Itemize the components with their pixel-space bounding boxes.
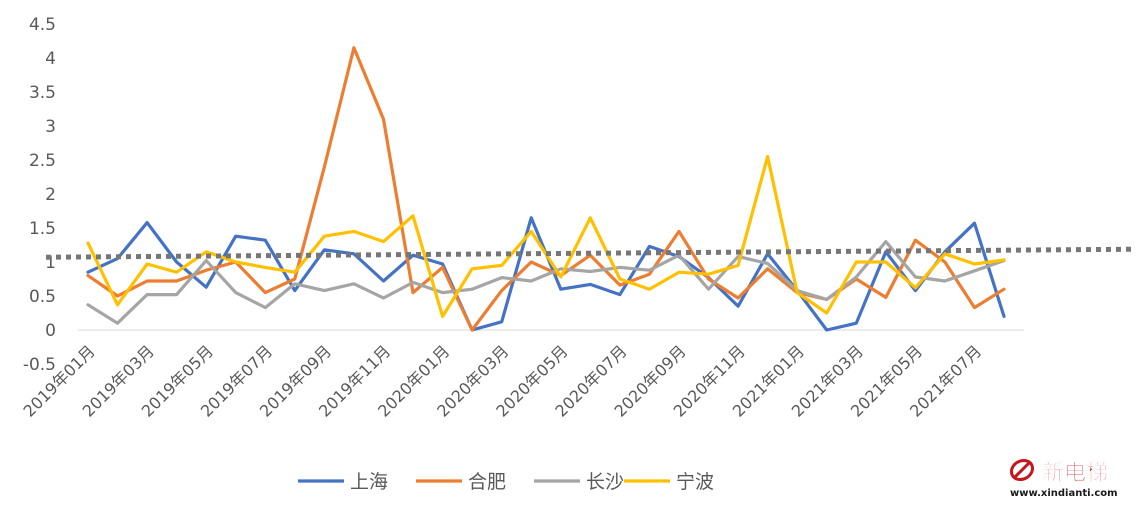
series-line: [86, 46, 1006, 332]
y-tick-label: 2: [45, 185, 56, 205]
legend-item[interactable]: 上海: [298, 471, 388, 493]
legend[interactable]: 上海 合肥 长沙 宁波: [298, 471, 714, 493]
y-tick-label: 2.5: [29, 151, 56, 171]
legend-item[interactable]: 合肥: [416, 471, 506, 493]
y-tick-label: 3.5: [29, 83, 56, 103]
watermark-logo-text: 新电梯: [1042, 460, 1108, 486]
legend-item[interactable]: 长沙: [534, 471, 624, 493]
logo-mark-icon: [1009, 458, 1035, 482]
reference-line: [45, 246, 1135, 260]
legend-label: 合肥: [468, 471, 506, 493]
legend-label: 上海: [350, 471, 388, 493]
x-axis-ticks: 2019年01月2019年03月2019年05月2019年07月2019年09月…: [20, 341, 986, 420]
watermark-logo: 新电梯 www.xindianti.com: [1009, 458, 1118, 499]
y-tick-label: 4: [45, 49, 56, 69]
watermark-url: www.xindianti.com: [1010, 488, 1118, 499]
legend-label: 长沙: [586, 471, 624, 493]
legend-label: 宁波: [676, 471, 714, 493]
y-tick-label: 0: [45, 321, 56, 341]
y-tick-label: -0.5: [23, 355, 56, 375]
series-lines: [86, 46, 1006, 332]
y-tick-label: 1: [45, 253, 56, 273]
y-axis-ticks: -0.5 0 0.5 1 1.5 2 2.5 3 3.5 4 4.5: [23, 15, 56, 375]
y-tick-label: 0.5: [29, 287, 56, 307]
y-tick-label: 3: [45, 117, 56, 137]
legend-item[interactable]: 宁波: [624, 471, 714, 493]
y-tick-label: 4.5: [29, 15, 56, 35]
y-tick-label: 1.5: [29, 219, 56, 239]
series-line: [86, 240, 1006, 325]
series-line: [86, 155, 1006, 318]
